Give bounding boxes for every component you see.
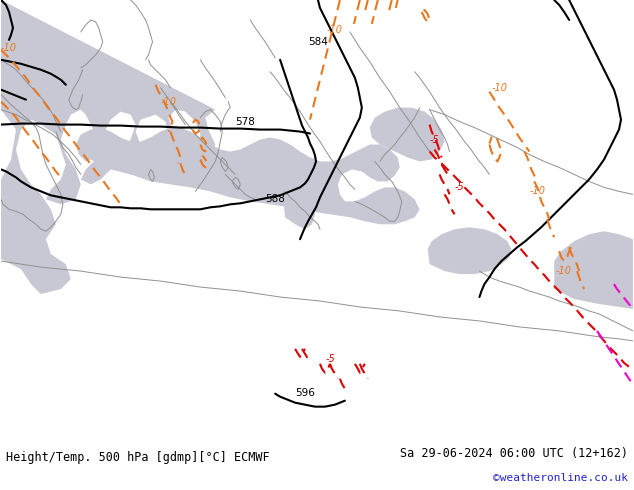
Text: -10: -10 [160, 97, 176, 107]
Text: 596: 596 [295, 388, 315, 398]
Polygon shape [554, 231, 633, 309]
Polygon shape [428, 227, 512, 274]
Text: -10: -10 [491, 83, 507, 93]
Text: -10: -10 [529, 186, 545, 196]
Text: 578: 578 [235, 117, 255, 126]
Text: -5: -5 [455, 182, 464, 193]
Text: -5: -5 [430, 135, 439, 145]
Polygon shape [207, 157, 235, 181]
Text: -10: -10 [555, 266, 571, 276]
Text: -5: -5 [325, 354, 335, 364]
Text: Height/Temp. 500 hPa [gdmp][°C] ECMWF: Height/Temp. 500 hPa [gdmp][°C] ECMWF [6, 451, 269, 464]
Text: ©weatheronline.co.uk: ©weatheronline.co.uk [493, 473, 628, 483]
Polygon shape [1, 0, 216, 294]
Text: Sa 29-06-2024 06:00 UTC (12+162): Sa 29-06-2024 06:00 UTC (12+162) [400, 447, 628, 461]
Text: -10: -10 [327, 25, 343, 35]
Text: -10: -10 [1, 43, 17, 53]
Polygon shape [76, 127, 420, 224]
Text: 584: 584 [308, 37, 328, 47]
Text: 588: 588 [265, 195, 285, 204]
Polygon shape [284, 195, 315, 229]
Polygon shape [370, 108, 444, 162]
